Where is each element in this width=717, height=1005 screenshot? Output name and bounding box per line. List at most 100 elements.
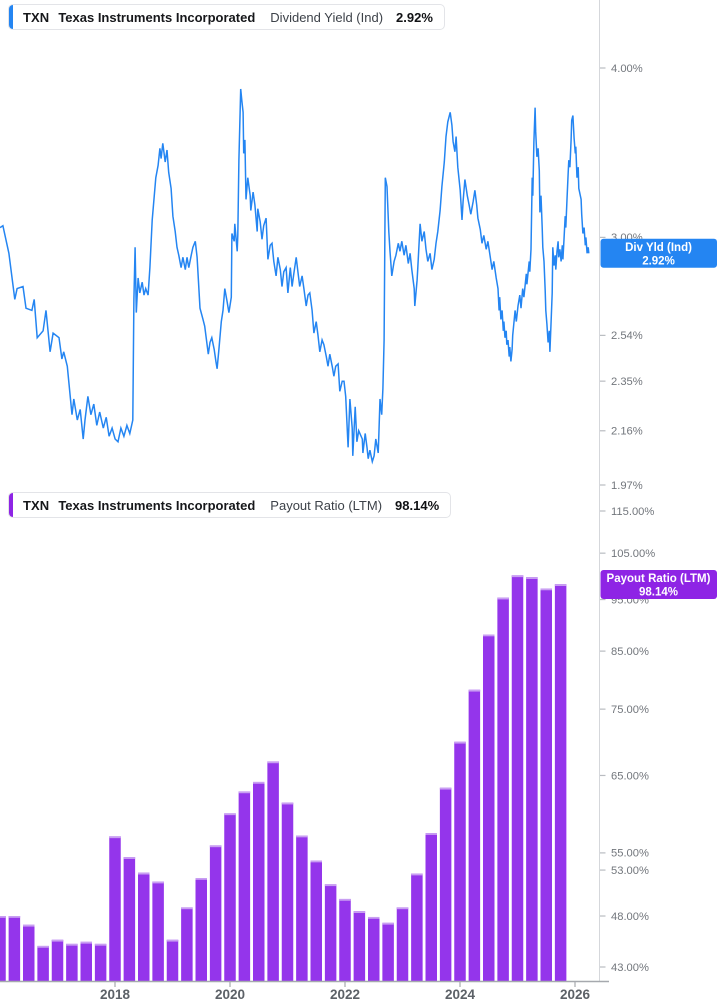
payout-ratio-bar[interactable] <box>0 916 6 981</box>
y-axis-tick-label: 53.00% <box>611 865 649 877</box>
payout-ratio-bar-cap <box>152 881 164 884</box>
payout-ratio-bar[interactable] <box>109 836 121 981</box>
y-axis-tick-label: 85.00% <box>611 646 649 658</box>
payout-ratio-bar-cap <box>181 907 193 910</box>
payout-ratio-bar-cap <box>123 857 136 859</box>
ticker-symbol: TXN <box>23 497 50 513</box>
payout-ratio-bar[interactable] <box>468 689 481 981</box>
payout-ratio-bar-cap <box>209 845 222 848</box>
payout-ratio-bar-cap <box>94 943 107 946</box>
payout-ratio-bar-cap <box>324 884 337 887</box>
payout-ratio-bar[interactable] <box>195 878 208 981</box>
payout-ratio-bar[interactable] <box>23 924 35 981</box>
metric-name: Dividend Yield (Ind) <box>270 9 384 25</box>
payout-ratio-bar[interactable] <box>368 916 380 981</box>
payout-ratio-bar[interactable] <box>339 898 351 981</box>
payout-ratio-bar[interactable] <box>526 577 538 981</box>
current-value-badge-payout-ratio <box>600 569 717 599</box>
payout-ratio-bar[interactable] <box>181 907 193 981</box>
payout-ratio-bar-cap <box>0 916 6 918</box>
payout-ratio-bar[interactable] <box>123 857 136 981</box>
payout-ratio-bar[interactable] <box>296 835 308 981</box>
payout-ratio-bar[interactable] <box>483 634 495 981</box>
y-axis-tick-label: 43.00% <box>611 962 649 974</box>
payout-ratio-bar[interactable] <box>66 943 78 981</box>
payout-ratio-bar-cap <box>37 945 49 948</box>
payout-ratio-bar-cap <box>138 872 150 875</box>
y-axis-tick-label: 1.97% <box>611 480 643 492</box>
payout-ratio-bar-cap <box>554 584 567 587</box>
x-axis-tick-label: 2024 <box>445 987 476 1002</box>
payout-ratio-bar[interactable] <box>454 741 466 981</box>
y-axis-tick-label: 65.00% <box>611 770 649 782</box>
payout-ratio-bar[interactable] <box>51 939 64 981</box>
payout-ratio-bar-cap <box>339 898 351 901</box>
badge-metric-label: Div Yld (Ind) <box>625 242 692 254</box>
badge-metric-value: 98.14% <box>639 586 678 598</box>
payout-ratio-bar[interactable] <box>152 881 164 981</box>
payout-ratio-bar[interactable] <box>439 787 452 981</box>
payout-ratio-bar-cap <box>166 939 179 942</box>
payout-ratio-bar[interactable] <box>396 907 409 981</box>
payout-ratio-bar-cap <box>109 836 121 839</box>
payout-ratio-bar-cap <box>224 813 236 816</box>
payout-ratio-bar[interactable] <box>382 922 394 981</box>
payout-ratio-bar-cap <box>23 924 35 927</box>
payout-ratio-bar[interactable] <box>37 945 49 981</box>
payout-ratio-bar-cap <box>526 577 538 579</box>
chart-header-payout-ratio[interactable]: TXN Texas Instruments Incorporated Payou… <box>8 492 452 518</box>
payout-ratio-bar[interactable] <box>267 761 279 981</box>
series-accent-dividend-yield <box>9 5 13 29</box>
payout-ratio-bar-cap <box>382 922 394 925</box>
payout-ratio-bar-cap <box>411 873 423 876</box>
payout-ratio-bar[interactable] <box>353 911 366 981</box>
payout-ratio-bar[interactable] <box>411 873 423 981</box>
dividend-yield-line[interactable] <box>0 88 590 465</box>
payout-ratio-bar[interactable] <box>511 575 524 981</box>
metric-name: Payout Ratio (LTM) <box>270 497 383 513</box>
x-axis-tick-label: 2022 <box>330 987 360 1002</box>
x-axis-tick-label: 2026 <box>560 987 591 1002</box>
payout-ratio-bar-cap <box>310 860 322 863</box>
payout-ratio-bar[interactable] <box>253 781 265 981</box>
payout-ratio-bar[interactable] <box>80 941 93 981</box>
y-axis-tick-label: 48.00% <box>611 911 649 923</box>
payout-ratio-bar[interactable] <box>138 872 150 981</box>
payout-ratio-bar[interactable] <box>8 916 21 981</box>
payout-ratio-bar[interactable] <box>224 813 236 981</box>
payout-ratio-bar[interactable] <box>281 802 294 981</box>
payout-ratio-bar[interactable] <box>238 791 251 981</box>
payout-ratio-bar[interactable] <box>425 833 438 981</box>
payout-ratio-bar[interactable] <box>540 588 553 981</box>
payout-ratio-bar[interactable] <box>554 584 567 981</box>
payout-ratio-bar[interactable] <box>497 597 509 981</box>
payout-ratio-bar-cap <box>540 588 552 591</box>
x-axis-tick-label: 2018 <box>100 987 131 1002</box>
payout-ratio-bar[interactable] <box>94 943 107 981</box>
metric-value: 2.92% <box>396 9 433 25</box>
badge-metric-label: Payout Ratio (LTM) <box>607 573 711 585</box>
payout-ratio-bar-cap <box>396 907 409 910</box>
payout-ratio-bar-cap <box>267 761 279 764</box>
payout-ratio-bar[interactable] <box>324 884 337 981</box>
payout-ratio-bar-cap <box>66 943 78 946</box>
y-axis-tick-label: 55.00% <box>611 848 649 860</box>
x-axis-tick-label: 2020 <box>215 987 245 1002</box>
y-axis-tick-label: 115.00% <box>611 506 654 518</box>
payout-ratio-bar-cap <box>353 911 366 914</box>
y-axis-tick-label: 2.54% <box>611 330 643 342</box>
payout-ratio-bar-cap <box>80 941 92 944</box>
payout-ratio-bar-cap <box>8 916 21 918</box>
payout-ratio-bar-cap <box>497 597 509 600</box>
current-value-badge-dividend-yield <box>600 238 717 268</box>
payout-ratio-bar[interactable] <box>209 845 222 981</box>
chart-header-dividend-yield[interactable]: TXN Texas Instruments Incorporated Divid… <box>8 4 445 30</box>
ticker-symbol: TXN <box>23 9 50 25</box>
y-axis-tick-label: 105.00% <box>611 548 655 560</box>
payout-ratio-bar[interactable] <box>310 860 323 981</box>
payout-ratio-bar[interactable] <box>166 939 179 981</box>
payout-ratio-bar-cap <box>281 802 294 805</box>
payout-ratio-bar-cap <box>468 689 481 692</box>
payout-ratio-bar-cap <box>368 916 380 919</box>
